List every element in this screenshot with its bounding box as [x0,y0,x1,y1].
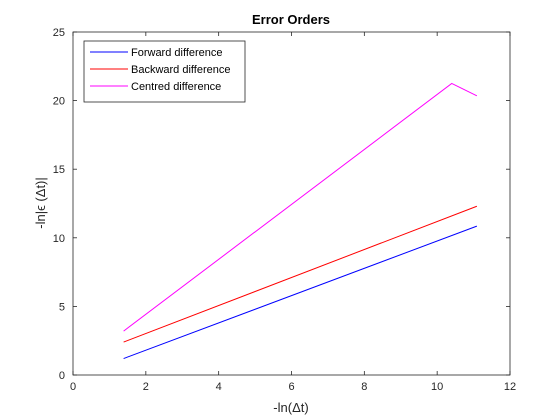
x-tick-label: 12 [504,381,516,393]
legend-label: Backward difference [131,64,230,76]
legend-label: Forward difference [131,47,223,59]
series-line-backward-difference [123,205,478,343]
y-axis-ticks: 0 5 10 15 20 25 [53,27,510,382]
chart-title: Error Orders [252,12,330,27]
y-tick-label: 25 [53,27,65,39]
y-tick-label: 10 [53,233,65,245]
x-tick-label: 0 [70,381,76,393]
series-layer [123,82,478,360]
x-tick-label: 2 [143,381,149,393]
y-tick-label: 5 [59,301,65,313]
x-tick-label: 8 [361,381,367,393]
y-tick-label: 0 [59,370,65,382]
x-axis-ticks: 0 2 4 6 8 10 12 [70,32,516,393]
x-tick-label: 4 [216,381,222,393]
legend-box [83,40,246,103]
y-tick-label: 20 [53,96,65,108]
legend-label: Centred difference [131,81,221,93]
series-line-centred-difference [123,82,478,332]
series-line-forward-difference [123,225,478,360]
x-tick-label: 6 [288,381,294,393]
y-axis-label: -ln|ϵ (Δt)| [33,177,48,229]
x-tick-label: 10 [431,381,443,393]
y-tick-label: 15 [53,164,65,176]
legend: Forward difference Backward difference Cen… [83,40,246,103]
x-axis-label: -ln(Δt) [273,400,308,415]
